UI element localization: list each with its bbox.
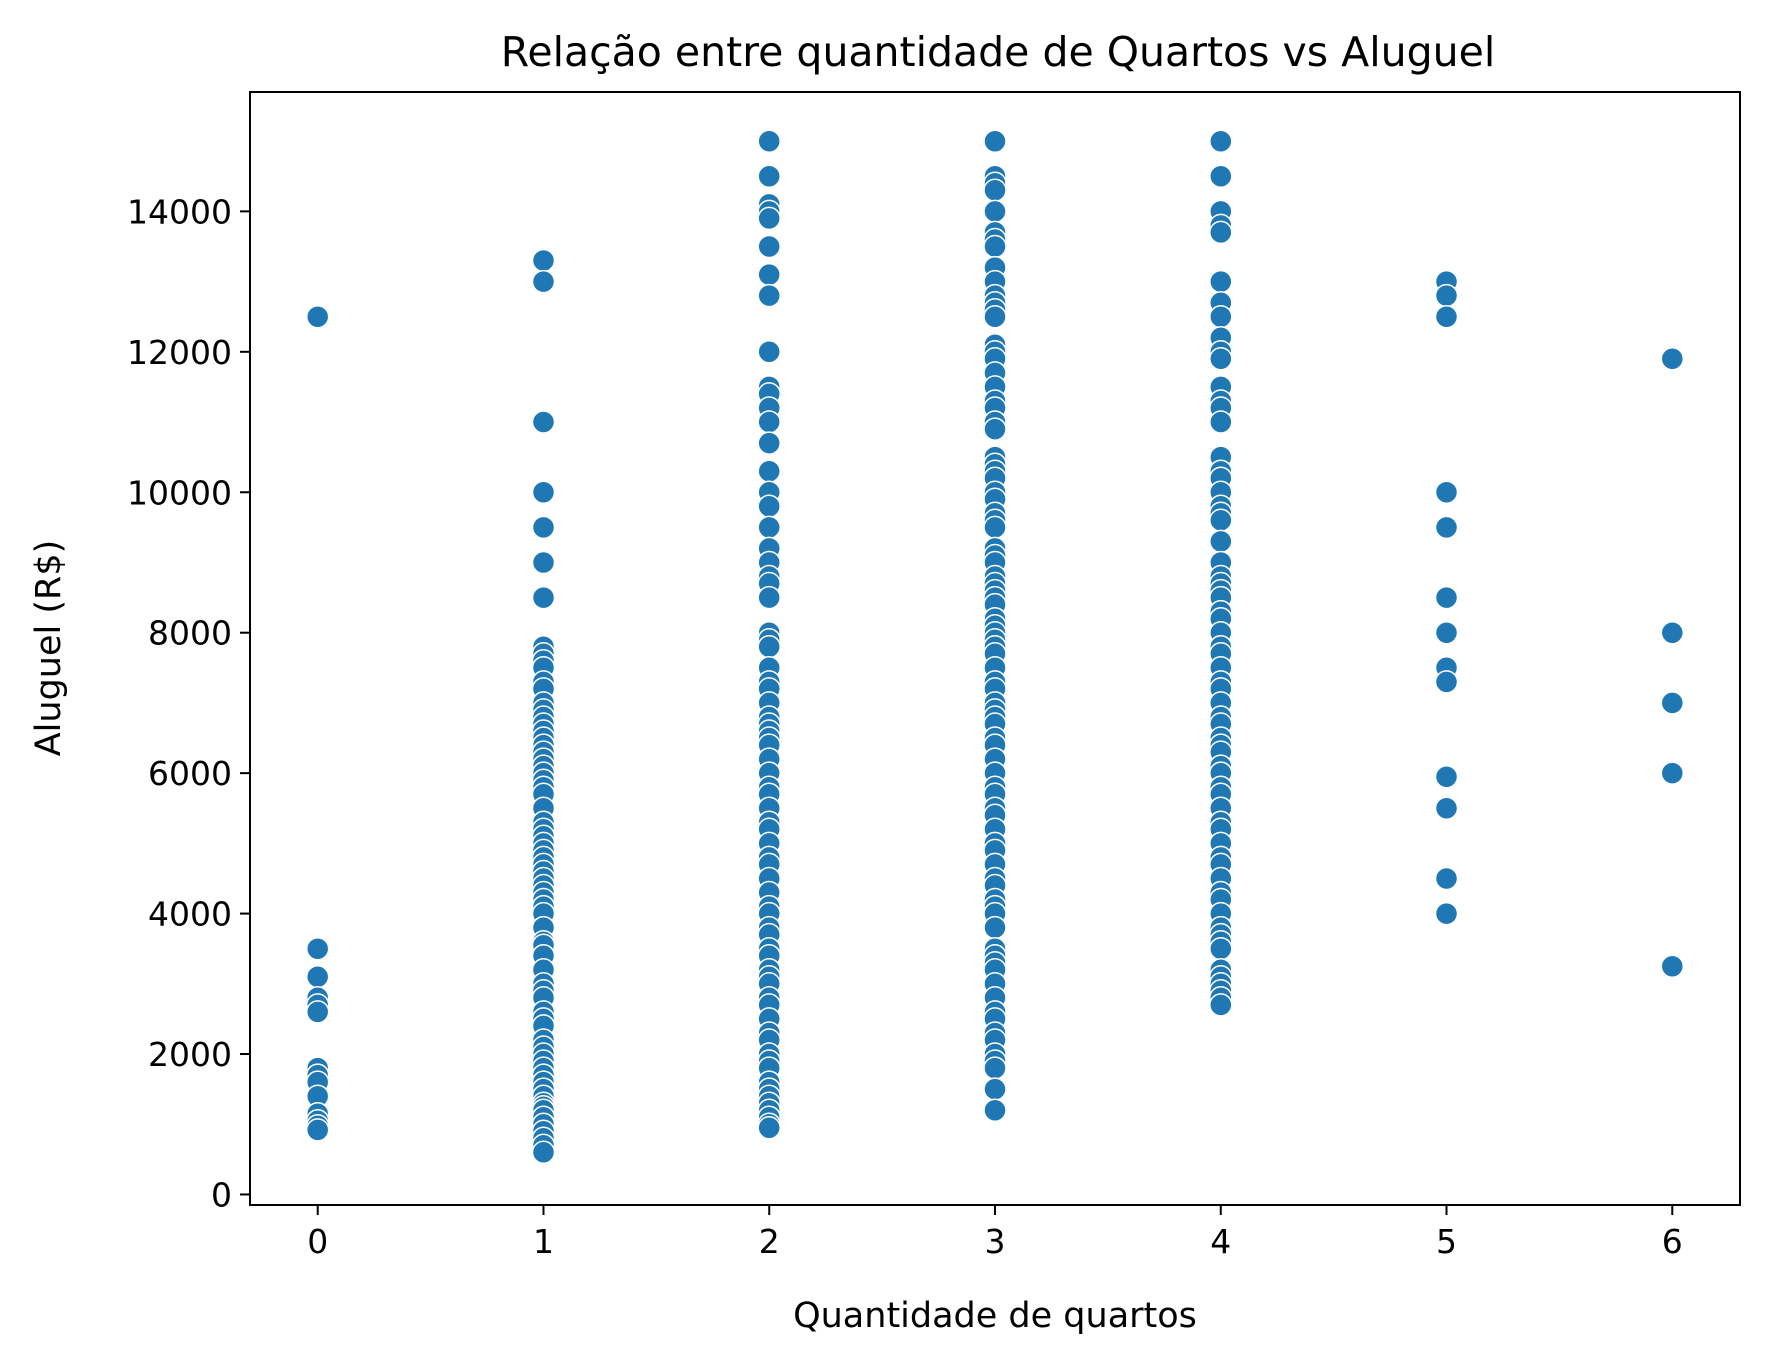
data-point [305,1000,330,1024]
data-point [531,515,556,540]
data-point [757,283,781,308]
data-point [531,248,556,273]
data-point [1209,410,1233,434]
data-point [1434,866,1459,891]
data-point [305,936,330,961]
data-point [983,129,1007,153]
data-point [1434,670,1459,694]
data-point [757,340,781,364]
y-tick-label: 14000 [127,192,232,231]
data-point [1209,164,1233,189]
data-point [757,431,781,455]
data-point [757,1116,781,1140]
data-point [757,634,781,659]
data-point [1434,901,1459,926]
data-point [1434,796,1459,821]
x-tick-label: 1 [533,1222,554,1261]
data-point [1660,347,1685,371]
data-point [305,1118,330,1142]
y-tick-label: 12000 [127,333,232,372]
x-tick-label: 2 [759,1222,780,1261]
data-point [1434,764,1459,789]
data-point [1660,761,1685,785]
data-point [531,585,556,610]
x-tick-label: 4 [1210,1222,1231,1261]
data-point [757,129,781,153]
y-tick-label: 10000 [127,473,232,512]
data-point [1209,993,1233,1017]
data-point [757,515,781,540]
x-tick-label: 3 [985,1222,1006,1261]
y-axis-label: Aluguel (R$) [29,540,69,757]
y-tick-label: 6000 [148,754,232,793]
data-point [1209,269,1233,294]
data-point [1209,220,1233,245]
chart-title: Relação entre quantidade de Quartos vs A… [501,28,1495,76]
data-point [1434,480,1459,505]
data-point [983,1098,1007,1122]
data-point [531,550,556,575]
data-point [1434,283,1459,308]
data-point [531,269,556,294]
data-point [1434,515,1459,540]
data-point [1209,936,1233,961]
x-tick-label: 6 [1662,1222,1683,1261]
data-point [757,494,781,519]
data-point [1434,304,1459,329]
data-point [1209,129,1233,153]
data-point [983,1077,1007,1101]
data-point [757,234,781,259]
data-point [1209,347,1233,371]
data-point [531,1140,556,1165]
y-axis: 0 2000 4000 6000 8000 10000 12000 14000 [127,192,250,1214]
y-tick-label: 8000 [148,614,232,653]
data-point [1660,954,1685,978]
x-tick-label: 0 [307,1222,328,1261]
x-tick-label: 5 [1436,1222,1457,1261]
x-axis-label: Quantidade de quartos [793,1296,1197,1336]
data-point [983,234,1007,259]
data-point [1209,529,1233,554]
data-point [305,965,330,989]
data-point [757,262,781,287]
data-point [983,417,1007,441]
data-point [1434,620,1459,645]
data-point [983,1056,1007,1080]
data-point [1434,585,1459,610]
data-point [757,164,781,189]
data-point [1209,304,1233,329]
data-point [531,480,556,505]
data-point [983,178,1007,203]
data-point [1660,691,1685,715]
data-point [305,304,330,329]
data-point [1209,508,1233,533]
data-point [983,199,1007,224]
data-point [531,410,556,434]
data-point [757,585,781,610]
data-point [983,304,1007,329]
data-point [757,410,781,434]
data-point [1660,620,1685,645]
data-point [757,459,781,483]
y-tick-label: 2000 [148,1035,232,1074]
y-tick-label: 4000 [148,895,232,934]
points-layer [305,129,1685,1165]
y-tick-label: 0 [211,1175,232,1214]
data-point [983,515,1007,540]
data-point [983,915,1007,940]
data-point [757,206,781,231]
x-axis: 0 1 2 3 4 5 6 [307,1205,1683,1261]
